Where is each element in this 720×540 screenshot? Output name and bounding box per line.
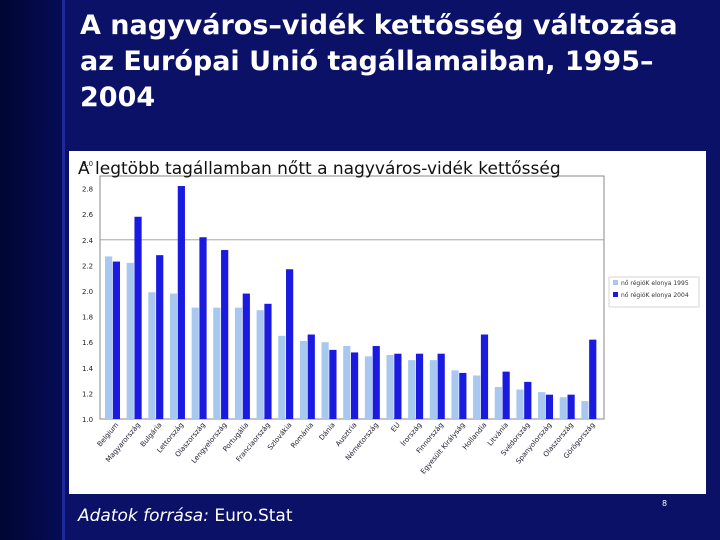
bar-2004: [199, 237, 207, 419]
legend-swatch: [613, 280, 618, 285]
bar-2004: [134, 216, 142, 419]
bar-1995: [105, 256, 113, 419]
bar-2004: [459, 372, 467, 419]
bar-1995: [386, 355, 394, 419]
bar-chart: 1.01.21.41.61.82.02.22.42.62.83.0Belgium…: [82, 160, 700, 476]
vertical-accent-line: [62, 0, 65, 540]
bar-2004: [545, 394, 554, 419]
source-value: Euro.Stat: [208, 506, 293, 526]
bar-2004: [524, 381, 532, 419]
x-tick-label: Románia: [289, 421, 315, 450]
y-tick-label: 2.8: [82, 186, 93, 194]
y-tick-label: 1.2: [82, 390, 93, 398]
y-tick-label: 1.4: [82, 365, 94, 373]
x-tick-label: EU: [390, 421, 402, 433]
bar-1995: [299, 340, 308, 419]
legend-label: nő régióK elonya 2004: [621, 292, 689, 299]
bar-1995: [538, 392, 546, 419]
legend-label: nő régióK elonya 1995: [621, 280, 689, 287]
legend-swatch: [613, 292, 618, 297]
bar-1995: [213, 307, 221, 419]
y-tick-label: 3.0: [82, 160, 93, 168]
bar-1995: [343, 346, 351, 419]
legend-box: [608, 276, 700, 308]
bar-1995: [234, 307, 243, 419]
bar-1995: [516, 389, 524, 419]
bar-2004: [329, 349, 337, 419]
bar-2004: [437, 353, 445, 419]
y-tick-label: 2.0: [82, 288, 93, 296]
bar-2004: [307, 334, 315, 419]
bar-2004: [177, 186, 185, 419]
bar-1995: [429, 360, 437, 419]
bar-2004: [589, 339, 597, 419]
bar-2004: [567, 394, 575, 419]
left-decoration-band: [0, 0, 62, 540]
y-tick-label: 1.0: [82, 416, 93, 424]
bar-1995: [148, 292, 156, 419]
chart-subtitle: A legtöbb tagállamban nőtt a nagyváros-v…: [78, 159, 561, 179]
bar-2004: [264, 303, 272, 419]
bar-1995: [408, 360, 416, 419]
bar-1995: [278, 335, 286, 419]
bar-1995: [559, 397, 567, 419]
bar-2004: [415, 353, 424, 419]
slide-title: A nagyváros–vidék kettősség változása az…: [80, 10, 678, 113]
bar-2004: [221, 250, 229, 419]
bar-2004: [156, 255, 164, 419]
bar-1995: [191, 307, 199, 419]
bar-1995: [473, 375, 481, 419]
bar-1995: [451, 370, 459, 419]
bar-1995: [256, 310, 264, 419]
source-label: Adatok forrása:: [78, 506, 209, 526]
y-tick-label: 1.6: [82, 339, 94, 347]
bar-1995: [169, 293, 178, 419]
x-tick-label: Dánia: [318, 421, 337, 442]
bar-2004: [286, 269, 294, 419]
y-tick-label: 2.4: [82, 237, 94, 245]
bar-1995: [126, 262, 134, 419]
bar-1995: [364, 356, 373, 419]
bar-1995: [494, 387, 502, 419]
bar-2004: [350, 352, 359, 419]
source-footer: Adatok forrása: Euro.Stat: [78, 506, 293, 526]
y-tick-label: 1.8: [82, 314, 93, 322]
bar-2004: [372, 346, 380, 419]
bar-1995: [321, 342, 329, 419]
bar-1995: [581, 401, 589, 419]
y-tick-label: 2.6: [82, 211, 94, 219]
bar-2004: [394, 353, 402, 419]
bar-2004: [112, 261, 120, 419]
bar-2004: [480, 334, 489, 419]
y-tick-label: 2.2: [82, 262, 93, 270]
bar-2004: [502, 371, 510, 419]
page-number: 8: [662, 499, 668, 508]
bar-2004: [242, 293, 250, 419]
